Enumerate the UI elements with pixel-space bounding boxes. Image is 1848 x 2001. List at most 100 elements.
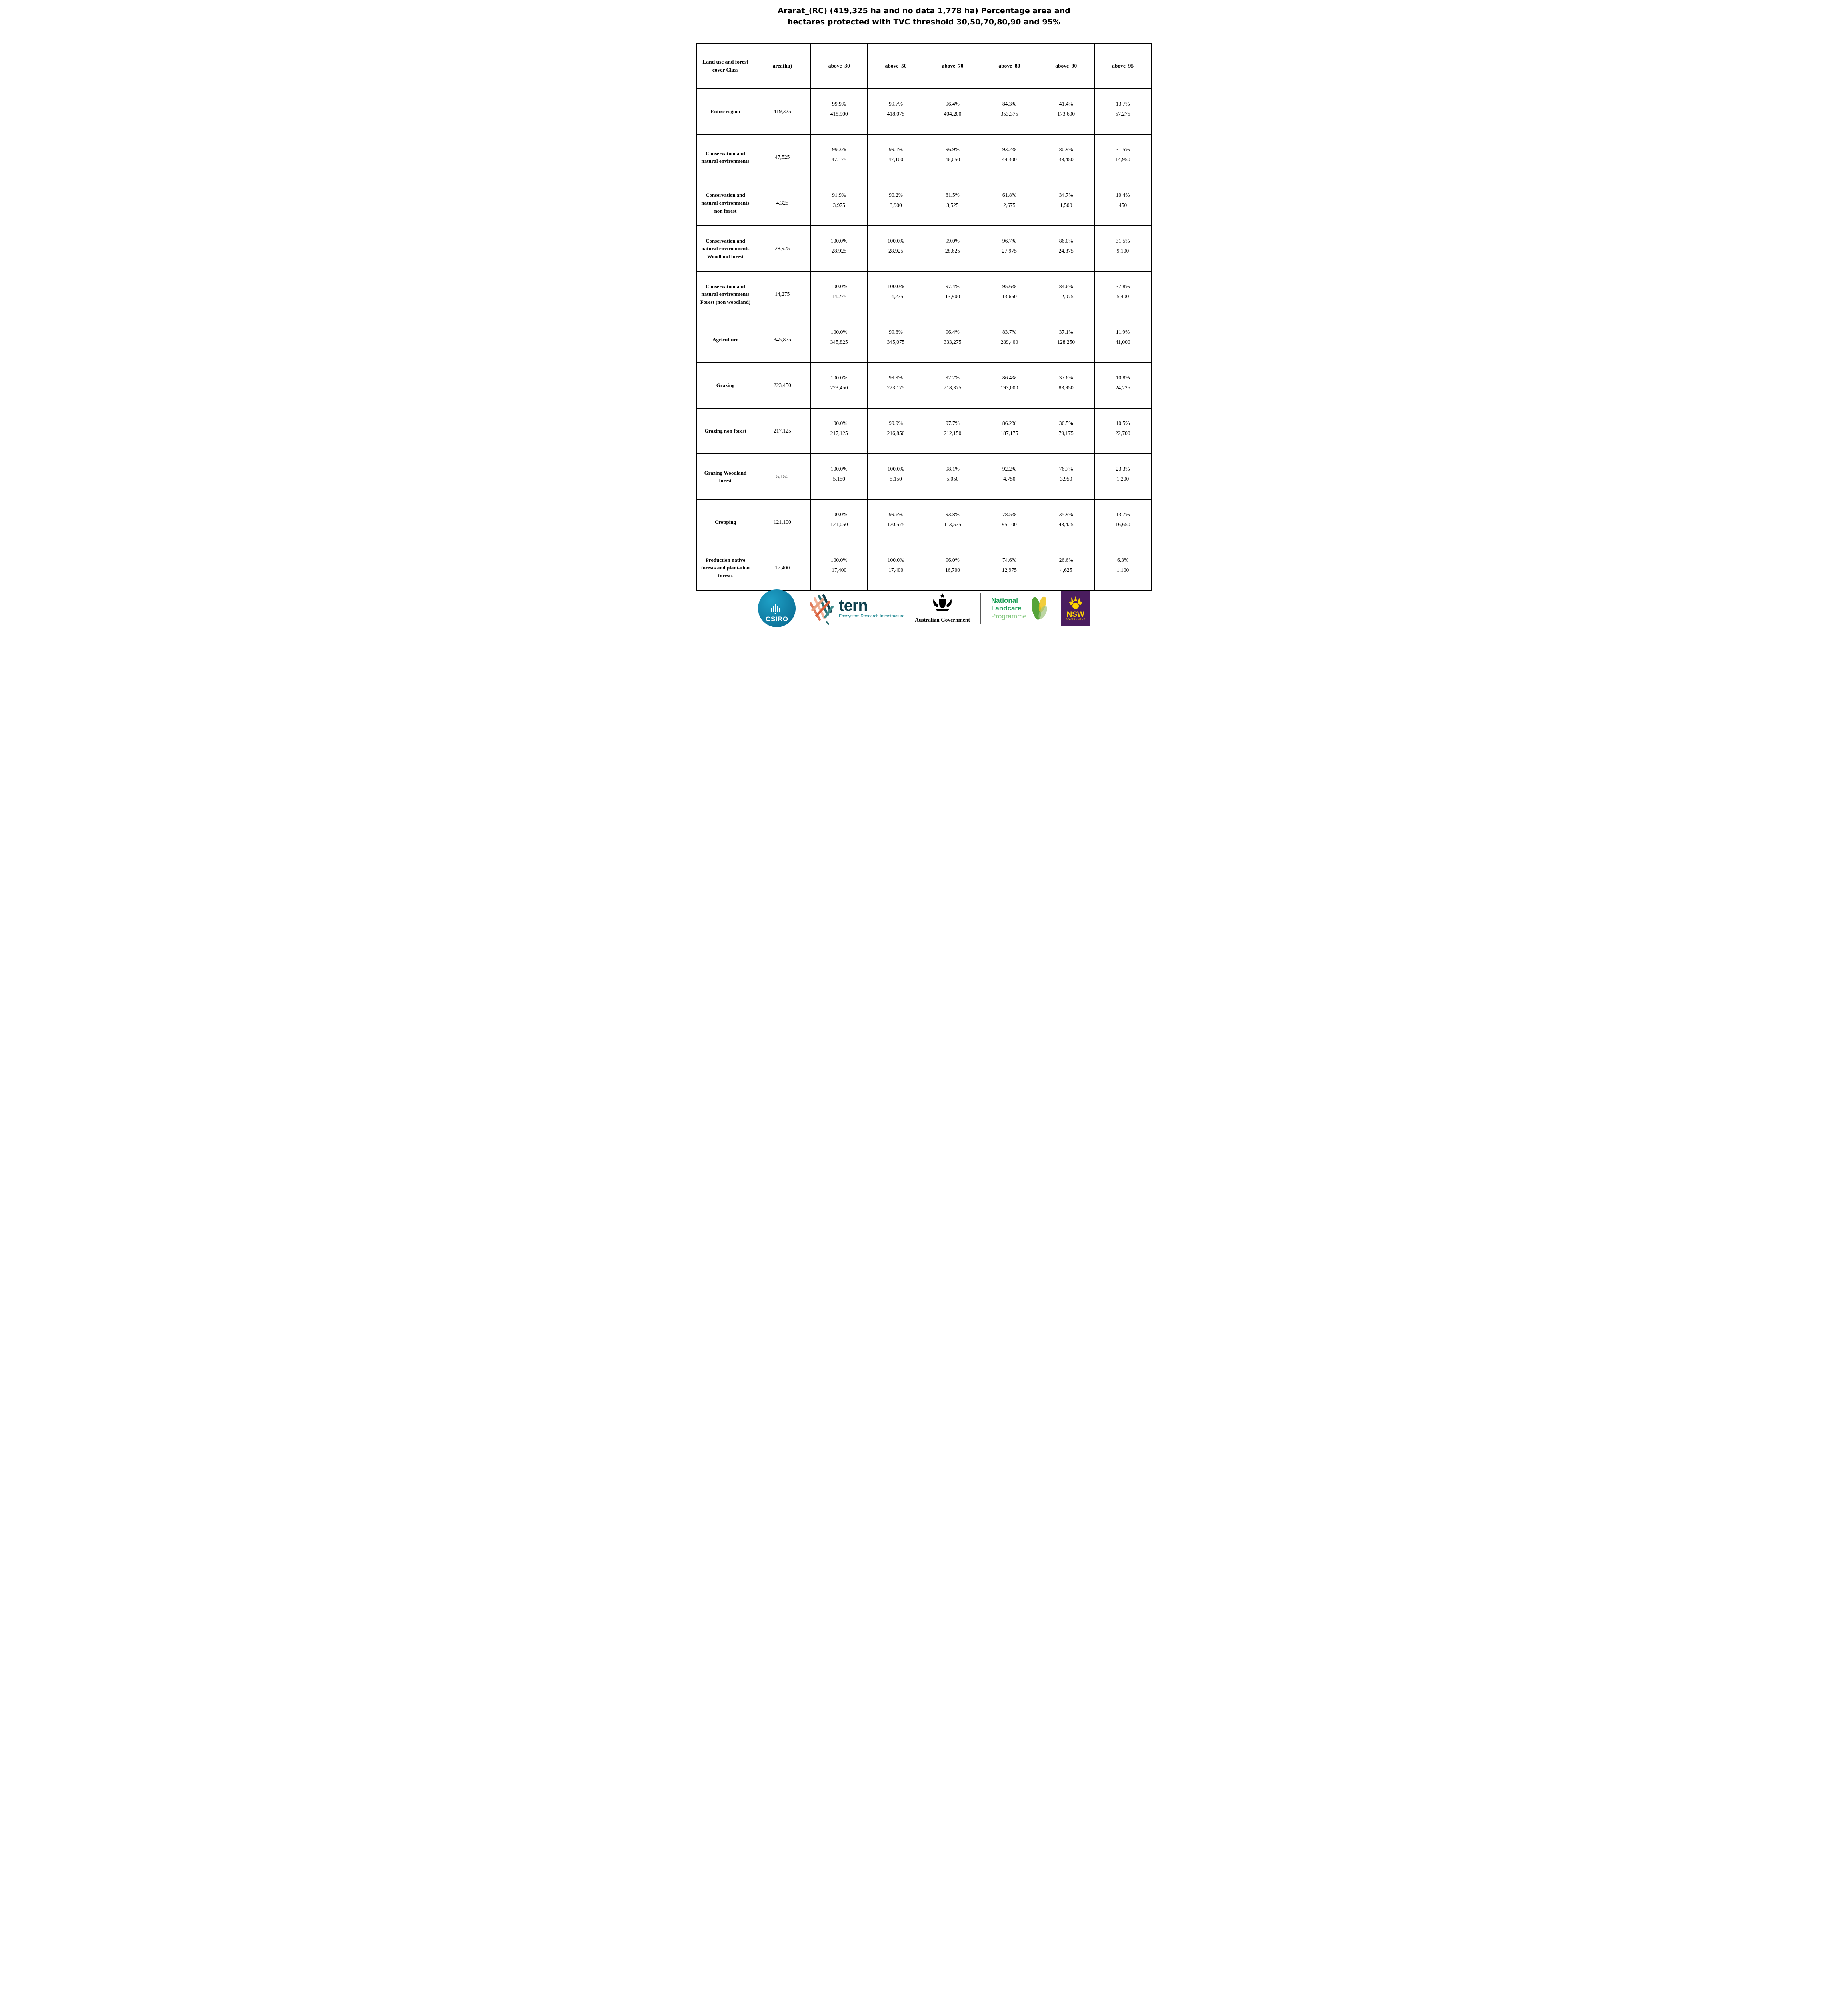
col-header-above-80: above_80 [980,44,1038,88]
cell-above-90: 84.6% 12,075 [1037,272,1094,317]
hectares-value: 16,700 [945,567,960,573]
row-area-value: 5,150 [754,454,810,499]
csiro-starburst-icon [771,604,780,614]
table-row: Conservation and natural environments 47… [697,134,1151,180]
title-line-2: hectares protected with TVC threshold 30… [788,17,1060,26]
hectares-value: 95,100 [1002,521,1017,527]
hectares-value: 289,400 [1000,339,1018,345]
national-landcare-logo: National Landcare Programme [991,593,1051,624]
percent-value: 11.9% [1116,329,1130,335]
percent-value: 99.3% [832,146,846,152]
percent-value: 6.3% [1117,557,1129,563]
hectares-value: 120,575 [887,521,905,527]
table-row: Conservation and natural environments no… [697,180,1151,225]
cell-above-70: 93.8% 113,575 [924,500,981,545]
cell-above-70: 81.5% 3,525 [924,180,981,225]
cell-above-95: 6.3% 1,100 [1094,545,1151,590]
cell-above-80: 86.4% 193,000 [980,363,1038,408]
percent-value: 23.3% [1116,465,1130,472]
cell-above-30: 100.0% 28,925 [810,226,867,271]
hectares-value: 14,275 [888,293,904,299]
data-table: Land use and forest cover Class area(ha)… [696,43,1152,591]
percent-value: 100.0% [830,420,848,426]
row-label: Entire region [710,108,740,115]
cell-above-95: 31.5% 9,100 [1094,226,1151,271]
row-label: Production native forests and plantation… [701,557,750,579]
hectares-value: 28,625 [945,247,960,254]
hectares-value: 38,450 [1058,156,1074,162]
csiro-icon: CSIRO [758,589,796,627]
percent-value: 99.1% [889,146,903,152]
hectares-value: 47,175 [832,156,847,162]
cell-above-50: 99.9% 223,175 [867,363,924,408]
cell-above-80: 61.8% 2,675 [980,180,1038,225]
cell-above-50: 90.2% 3,900 [867,180,924,225]
hectares-value: 418,075 [887,110,905,117]
tern-subtitle: Ecosystem Research Infrastructure [839,614,905,618]
percent-value: 100.0% [887,465,904,472]
cell-above-70: 99.0% 28,625 [924,226,981,271]
hectares-value: 218,375 [944,384,962,391]
hectares-value: 113,575 [944,521,962,527]
landcare-leaves-icon [1031,596,1047,620]
hectares-value: 28,925 [888,247,904,254]
percent-value: 86.4% [1002,374,1016,381]
hectares-value: 193,000 [1000,384,1018,391]
percent-value: 100.0% [830,465,848,472]
percent-value: 96.7% [1002,237,1016,244]
cell-above-80: 86.2% 187,175 [980,409,1038,453]
percent-value: 91.9% [832,192,846,198]
cell-above-50: 100.0% 28,925 [867,226,924,271]
percent-value: 35.9% [1059,511,1073,517]
cell-above-30: 100.0% 14,275 [810,272,867,317]
percent-value: 41.4% [1059,100,1073,107]
cell-above-95: 10.5% 22,700 [1094,409,1151,453]
cell-above-50: 99.8% 345,075 [867,317,924,362]
percent-value: 76.7% [1059,465,1073,472]
table-row: Agriculture 345,875 100.0% 345,825 99.8%… [697,317,1151,362]
tern-wordmark: tern [839,597,868,614]
percent-value: 99.6% [889,511,903,517]
row-area-value: 17,400 [754,545,810,590]
cell-above-95: 13.7% 57,275 [1094,89,1151,134]
table-row: Grazing 223,450 100.0% 223,450 99.9% 223… [697,362,1151,408]
hectares-value: 3,950 [1060,475,1072,482]
row-area-value: 4,325 [754,180,810,225]
percent-value: 86.0% [1059,237,1073,244]
logo-divider [980,593,981,624]
cell-above-95: 37.8% 5,400 [1094,272,1151,317]
cell-above-90: 36.5% 79,175 [1037,409,1094,453]
hectares-value: 345,825 [830,339,848,345]
hectares-value: 24,225 [1115,384,1130,391]
hectares-value: 16,650 [1115,521,1130,527]
percent-value: 95.6% [1002,283,1016,289]
percent-value: 10.5% [1116,420,1130,426]
cell-above-80: 95.6% 13,650 [980,272,1038,317]
percent-value: 99.0% [946,237,960,244]
percent-value: 84.3% [1002,100,1016,107]
cell-above-50: 100.0% 5,150 [867,454,924,499]
percent-value: 31.5% [1116,237,1130,244]
percent-value: 93.2% [1002,146,1016,152]
nsw-waratah-icon [1068,596,1082,609]
col-header-above-95: above_95 [1094,44,1151,88]
cell-above-30: 100.0% 345,825 [810,317,867,362]
cell-above-90: 86.0% 24,875 [1037,226,1094,271]
table-row: Entire region 419,325 99.9% 418,900 99.7… [697,88,1151,134]
cell-above-90: 76.7% 3,950 [1037,454,1094,499]
col-header-above-90: above_90 [1037,44,1094,88]
percent-value: 26.6% [1059,557,1073,563]
row-label: Conservation and natural environments no… [701,192,750,214]
cell-above-80: 74.6% 12,975 [980,545,1038,590]
cell-above-80: 78.5% 95,100 [980,500,1038,545]
cell-above-30: 100.0% 17,400 [810,545,867,590]
hectares-value: 24,875 [1058,247,1074,254]
hectares-value: 187,175 [1000,430,1018,436]
percent-value: 96.0% [946,557,960,563]
cell-above-30: 91.9% 3,975 [810,180,867,225]
cell-above-80: 93.2% 44,300 [980,135,1038,180]
cell-above-70: 97.7% 218,375 [924,363,981,408]
hectares-value: 1,200 [1116,475,1129,482]
table-row: Conservation and natural environments Wo… [697,225,1151,271]
percent-value: 10.4% [1116,192,1130,198]
